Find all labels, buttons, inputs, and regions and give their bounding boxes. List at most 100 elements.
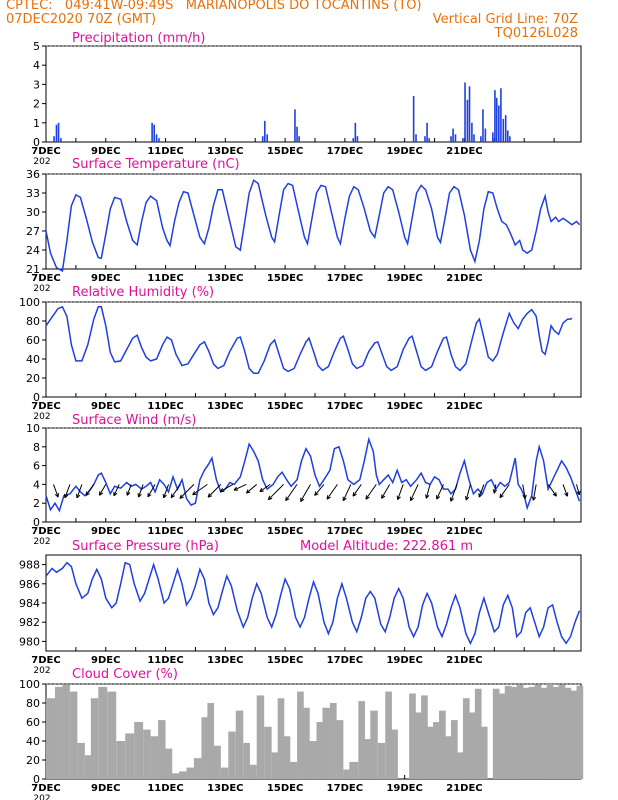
cloud-bar <box>528 686 536 779</box>
wind-arrow <box>267 484 284 501</box>
wind-arrow-head <box>179 494 182 499</box>
panel-title-rh: Relative Humidity (%) <box>72 285 214 300</box>
x-tick-label: 19DEC <box>386 526 422 537</box>
y-tick-label: 0 <box>33 391 40 404</box>
y-tick-label: 8 <box>33 441 40 454</box>
wind-arrow-head <box>365 496 370 500</box>
wind-arrow <box>138 484 144 498</box>
cloud-bar <box>309 741 317 779</box>
precip-bar <box>494 90 496 142</box>
wind-arrow-head <box>478 493 483 498</box>
wind-arrow <box>113 484 120 497</box>
wind-arrow-head <box>531 496 534 501</box>
cloud-bar <box>143 729 151 779</box>
wind-arrow <box>425 484 431 499</box>
cloud-bar <box>179 771 187 779</box>
x-tick-label: 11DEC <box>147 273 183 284</box>
wind-arrow-head <box>425 494 430 499</box>
cloud-bar <box>316 722 324 779</box>
y-tick-label: 30 <box>26 206 40 219</box>
y-tick-label: 0 <box>33 773 40 786</box>
wind-arrow <box>246 484 258 494</box>
y-tick-label: 20 <box>26 372 40 385</box>
wind-arrow-head <box>64 494 69 499</box>
wind-arrow-head <box>352 492 355 497</box>
wind-arrow-head <box>352 493 357 497</box>
x-tick-label: 17DEC <box>327 526 363 537</box>
wind-arrow-head <box>85 493 90 496</box>
x-tick-label: 19DEC <box>386 401 422 412</box>
y-tick-label: 100 <box>19 296 40 309</box>
precip-bar <box>498 105 500 142</box>
x-tick-label: 21DEC <box>446 526 482 537</box>
wind-arrow <box>576 484 580 495</box>
wind-arrow <box>352 484 362 497</box>
wind-arrow <box>342 484 352 501</box>
wind-arrow-head <box>170 495 175 499</box>
cloud-bar <box>370 710 378 779</box>
y-tick-label: 10 <box>26 422 40 435</box>
cloud-bar <box>364 739 371 779</box>
cloud-bar <box>84 755 92 779</box>
wind-arrow-head <box>147 494 152 498</box>
precip-bar <box>468 86 471 142</box>
precip-bar <box>60 138 62 142</box>
x-tick-label: 11DEC <box>147 401 183 412</box>
header-date: 07DEC2020 70Z (GMT) <box>6 12 157 27</box>
wind-arrow <box>207 484 222 498</box>
wind-arrow <box>465 484 471 501</box>
wind-arrow-head <box>54 493 59 498</box>
x-tick-label: 13DEC <box>207 273 243 284</box>
cloud-bar <box>256 695 265 779</box>
x-tick-label: 17DEC <box>327 273 363 284</box>
y-tick-label: 0 <box>33 136 40 149</box>
wind-arrow-head <box>326 496 331 500</box>
wind-arrow-head <box>436 496 441 500</box>
wind-arrow-head <box>85 491 88 496</box>
precip-bar <box>484 128 487 142</box>
precip-bar <box>495 97 498 142</box>
y-tick-label: 3 <box>33 78 40 91</box>
y-tick-label: 24 <box>26 244 40 257</box>
cloud-bar <box>492 688 500 779</box>
panel-title-temp: Surface Temperature (nC) <box>72 157 240 172</box>
precip-bar <box>261 136 264 142</box>
wind-arrow-head <box>170 493 173 498</box>
cloud-bar <box>289 761 298 779</box>
wind-arrow <box>85 484 95 496</box>
panel-temp: Surface Temperature (nC) 21 24 27 30 33 36 7DEC… <box>26 157 582 294</box>
precip-bar <box>155 134 158 142</box>
cloud-bar <box>46 698 55 779</box>
cloud-bar <box>235 710 244 779</box>
panel-frame-wind <box>45 427 582 523</box>
cloud-bar <box>450 720 458 779</box>
cloud-bar <box>546 684 554 779</box>
x-tick-label: 21DEC <box>446 783 482 794</box>
wind-arrow-head <box>138 493 142 498</box>
cloud-bar <box>125 733 135 779</box>
precip-bar <box>471 122 473 142</box>
precip-bar <box>464 82 466 142</box>
cloud-bar <box>69 691 78 779</box>
wind-arrow <box>436 484 444 500</box>
cloud-bar <box>335 720 344 779</box>
cloud-bar <box>329 703 337 779</box>
x-tick-label: 11DEC <box>147 783 183 794</box>
wind-arrow-head <box>493 489 498 494</box>
wind-arrow-head <box>192 490 196 495</box>
wind-arrow <box>179 484 195 499</box>
panel-pres: Surface Pressure (hPa) Model Altitude: 22… <box>19 539 582 676</box>
precip-bar <box>415 134 417 142</box>
y-tick-label: 40 <box>26 353 40 366</box>
precip-bar <box>462 138 464 142</box>
cloud-bar <box>134 722 144 779</box>
cloud-bar <box>98 686 108 779</box>
wind-arrow <box>547 484 557 497</box>
wind-arrow <box>170 484 181 498</box>
wind-arrow-head <box>381 495 386 499</box>
wind-arrow-head <box>76 494 81 499</box>
cloud-bar <box>462 698 470 779</box>
x-tick-label: 21DEC <box>446 273 482 284</box>
cloud-bar <box>297 691 304 779</box>
wind-arrow-head <box>259 487 263 492</box>
